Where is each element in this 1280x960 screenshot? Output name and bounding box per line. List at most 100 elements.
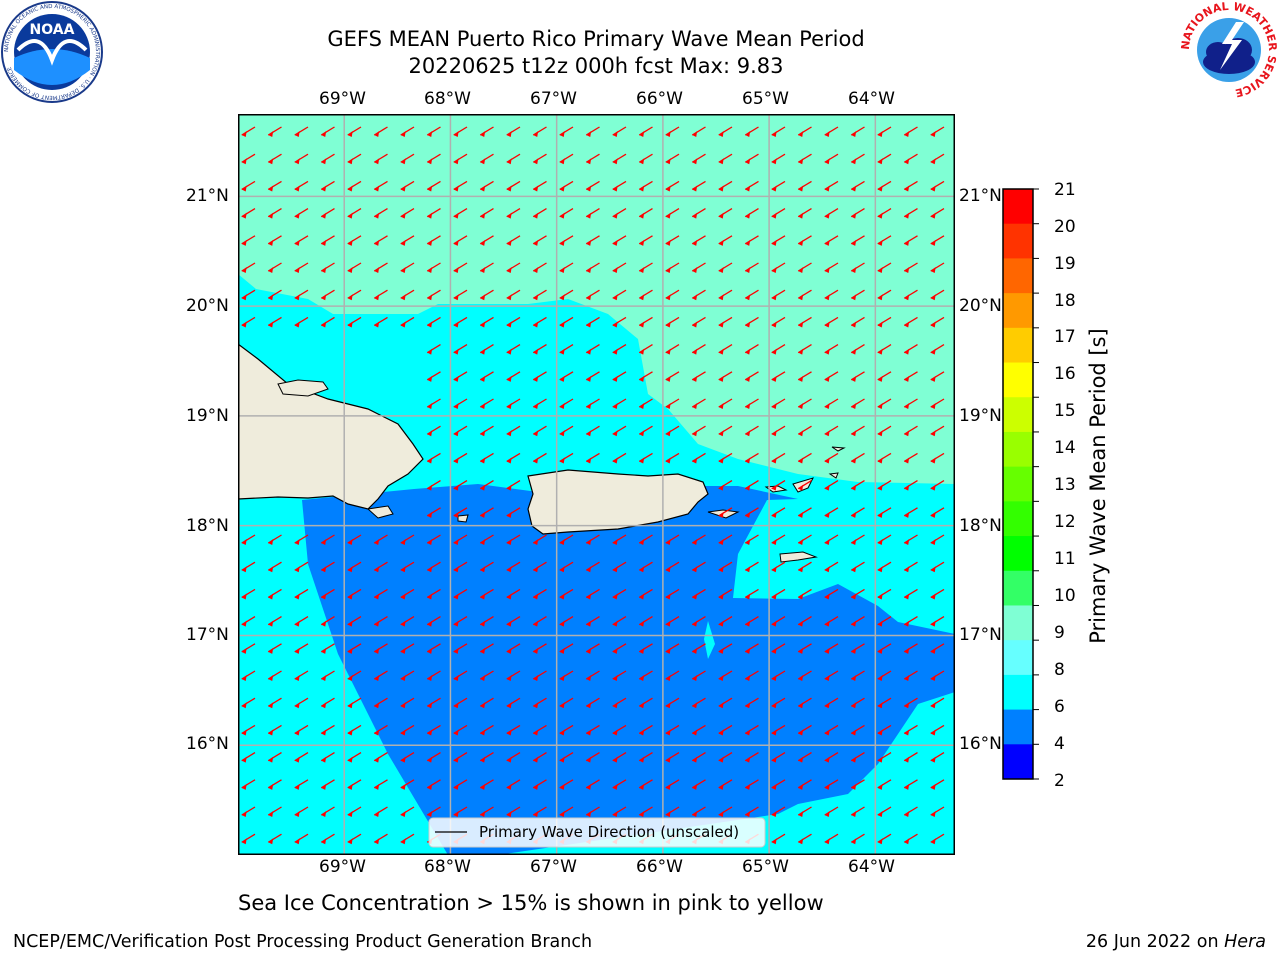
wave-arrow-head: [586, 321, 592, 328]
wave-arrow-head: [851, 348, 857, 355]
wave-arrow-head: [639, 185, 645, 192]
wave-arrow-head: [851, 838, 857, 845]
wave-arrow-head: [771, 620, 777, 627]
wave-arrow-head: [824, 321, 830, 328]
wave-period-map: Primary Wave Direction (unscaled): [238, 114, 955, 855]
wave-arrow-head: [506, 811, 512, 818]
wave-arrow-head: [745, 158, 751, 165]
footer-date-text: 26 Jun 2022 on: [1085, 932, 1219, 952]
wave-arrow-head: [453, 158, 459, 165]
wave-arrow-head: [930, 620, 936, 627]
wave-arrow-head: [427, 430, 433, 437]
wave-arrow-head: [427, 756, 433, 763]
wave-arrow-head: [453, 566, 459, 573]
wave-arrow-head: [374, 566, 380, 573]
wave-arrow-head: [321, 267, 327, 274]
wave-arrow-head: [294, 838, 300, 845]
wave-arrow-head: [798, 729, 804, 736]
wave-arrow-head: [453, 348, 459, 355]
wave-arrow-head: [718, 267, 724, 274]
wave-arrow-head: [294, 239, 300, 246]
wave-arrow-head: [453, 729, 459, 736]
wave-arrow-head: [506, 185, 512, 192]
wave-arrow-head: [639, 430, 645, 437]
wave-arrow-head: [771, 783, 777, 790]
wave-arrow-head: [771, 675, 777, 682]
wave-arrow-head: [771, 403, 777, 410]
wave-arrow-head: [930, 593, 936, 600]
wave-arrow-head: [745, 756, 751, 763]
wave-arrow-head: [718, 811, 724, 818]
wave-arrow-head: [692, 348, 698, 355]
wave-arrow-head: [294, 321, 300, 328]
wave-arrow-head: [798, 375, 804, 382]
wave-arrow-head: [612, 783, 618, 790]
wave-arrow-head: [294, 294, 300, 301]
wave-arrow-head: [612, 212, 618, 219]
wave-arrow-head: [321, 783, 327, 790]
wave-arrow-head: [427, 783, 433, 790]
wave-arrow-head: [745, 375, 751, 382]
wave-arrow-head: [612, 348, 618, 355]
wave-arrow-head: [798, 675, 804, 682]
wave-arrow-head: [692, 294, 698, 301]
wave-arrow-head: [559, 158, 565, 165]
wave-arrow-head: [771, 838, 777, 845]
colorbar-band: [1003, 501, 1033, 537]
wave-arrow-head: [427, 647, 433, 654]
wave-arrow-head: [639, 811, 645, 818]
wave-arrow-head: [824, 430, 830, 437]
wave-arrow-head: [612, 131, 618, 138]
wave-arrow-head: [851, 321, 857, 328]
wave-arrow-head: [771, 321, 777, 328]
wave-arrow-head: [930, 375, 936, 382]
wave-arrow-head: [639, 158, 645, 165]
wave-arrow-head: [480, 811, 486, 818]
wave-arrow-head: [506, 375, 512, 382]
wave-arrow-head: [321, 566, 327, 573]
left-lat-tick: 17°N: [186, 625, 229, 645]
colorbar-band: [1003, 674, 1033, 711]
wave-arrow-head: [559, 212, 565, 219]
wave-arrow-head: [294, 729, 300, 736]
wave-arrow-head: [559, 348, 565, 355]
wave-arrow-head: [612, 294, 618, 301]
wave-arrow-head: [559, 620, 565, 627]
wave-arrow-head: [347, 294, 353, 301]
wave-arrow-head: [612, 267, 618, 274]
footer-date: 26 Jun 2022 on Hera: [1086, 932, 1266, 952]
wave-arrow-head: [904, 375, 910, 382]
wave-arrow-head: [400, 783, 406, 790]
wave-arrow-head: [824, 239, 830, 246]
wave-arrow-head: [400, 566, 406, 573]
wave-arrow-head: [692, 811, 698, 818]
wave-arrow-head: [427, 294, 433, 301]
wave-arrow-head: [400, 702, 406, 709]
wave-arrow-head: [453, 620, 459, 627]
wave-arrow-head: [877, 647, 883, 654]
wave-arrow-head: [268, 729, 274, 736]
wave-arrow-head: [718, 783, 724, 790]
wave-arrow-head: [692, 321, 698, 328]
colorbar-band: [1003, 258, 1033, 294]
wave-arrow-head: [559, 375, 565, 382]
wave-arrow-head: [904, 647, 910, 654]
wave-arrow-head: [506, 729, 512, 736]
wave-arrow-head: [347, 566, 353, 573]
wave-arrow-head: [904, 620, 910, 627]
wave-arrow-head: [904, 403, 910, 410]
wave-arrow-head: [930, 267, 936, 274]
wave-arrow-head: [321, 539, 327, 546]
wave-arrow-head: [930, 403, 936, 410]
wave-arrow-head: [427, 811, 433, 818]
wave-arrow-head: [851, 729, 857, 736]
wave-arrow-head: [639, 702, 645, 709]
wave-arrow-head: [692, 756, 698, 763]
wave-arrow-head: [480, 212, 486, 219]
wave-arrow-head: [559, 403, 565, 410]
wave-arrow-head: [639, 267, 645, 274]
right-lat-tick: 20°N: [959, 296, 1002, 316]
wave-arrow-head: [480, 294, 486, 301]
wave-arrow-head: [930, 212, 936, 219]
wave-arrow-head: [586, 457, 592, 464]
